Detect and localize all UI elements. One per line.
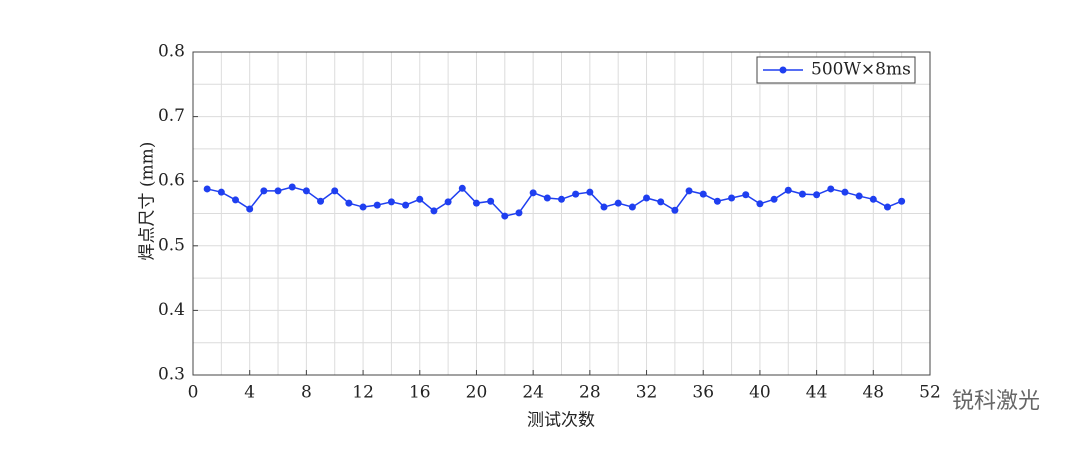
data-point — [402, 201, 410, 209]
data-point — [246, 205, 254, 213]
data-point — [855, 192, 863, 200]
x-tick-label: 40 — [749, 383, 771, 403]
x-tick-label: 32 — [636, 383, 658, 403]
x-tick-label: 36 — [692, 383, 714, 403]
data-point — [543, 194, 551, 202]
data-point — [260, 187, 268, 195]
data-point — [472, 199, 480, 207]
data-point — [770, 195, 778, 203]
data-point — [359, 203, 367, 211]
data-point — [728, 194, 736, 202]
data-point — [671, 206, 679, 214]
data-point — [657, 198, 665, 206]
data-point — [458, 184, 466, 192]
x-tick-label: 8 — [301, 383, 312, 403]
data-point — [713, 197, 721, 205]
y-tick-label: 0.7 — [158, 106, 185, 126]
data-point — [387, 198, 395, 206]
data-point — [501, 212, 509, 220]
y-tick-label: 0.8 — [158, 42, 185, 62]
data-point — [756, 200, 764, 208]
data-point — [217, 188, 225, 196]
data-point — [430, 207, 438, 215]
legend-label: 500W×8ms — [811, 60, 911, 80]
data-point — [558, 195, 565, 203]
data-point — [628, 203, 636, 211]
data-point — [841, 188, 849, 196]
x-tick-label: 12 — [352, 383, 374, 403]
x-tick-label: 44 — [806, 383, 828, 403]
data-point — [813, 191, 821, 199]
data-point — [203, 185, 211, 193]
data-point — [827, 185, 835, 193]
data-point — [529, 189, 537, 197]
data-line — [207, 186, 902, 217]
data-point — [288, 183, 296, 191]
data-point — [742, 191, 750, 199]
y-tick-label: 0.3 — [158, 365, 185, 385]
data-point — [373, 201, 381, 209]
data-point — [416, 195, 424, 203]
data-point — [699, 190, 707, 198]
data-point — [600, 203, 608, 211]
data-point — [784, 186, 792, 194]
data-point — [643, 194, 651, 202]
x-tick-label: 20 — [466, 383, 488, 403]
y-axis-label: 焊点尺寸 (mm) — [138, 142, 158, 261]
x-tick-label: 24 — [522, 383, 544, 403]
legend-marker — [779, 66, 787, 74]
y-tick-label: 0.5 — [158, 235, 185, 255]
data-point — [798, 190, 806, 198]
x-axis-label: 测试次数 — [527, 411, 595, 431]
data-point — [331, 187, 339, 195]
y-tick-label: 0.4 — [158, 300, 185, 320]
x-tick-label: 4 — [244, 383, 255, 403]
x-tick-label: 28 — [579, 383, 601, 403]
data-point — [883, 203, 891, 211]
legend: 500W×8ms — [756, 56, 916, 84]
x-tick-label: 52 — [919, 383, 941, 403]
data-point — [586, 188, 594, 196]
data-point — [572, 190, 580, 198]
data-point — [302, 187, 310, 195]
data-point — [515, 209, 523, 217]
plot-frame — [192, 51, 931, 376]
watermark: 锐科激光 — [952, 389, 1040, 414]
data-point — [232, 196, 240, 204]
x-tick-label: 0 — [188, 383, 199, 403]
data-point — [869, 195, 877, 203]
y-tick-label: 0.6 — [158, 171, 185, 191]
data-point — [487, 197, 495, 205]
data-point — [317, 197, 325, 205]
data-point — [345, 199, 353, 207]
data-point — [614, 199, 622, 207]
x-tick-label: 16 — [409, 383, 431, 403]
data-point — [274, 187, 282, 195]
data-point — [898, 197, 906, 205]
data-point — [444, 198, 452, 206]
data-point — [685, 187, 693, 195]
x-tick-label: 48 — [862, 383, 884, 403]
